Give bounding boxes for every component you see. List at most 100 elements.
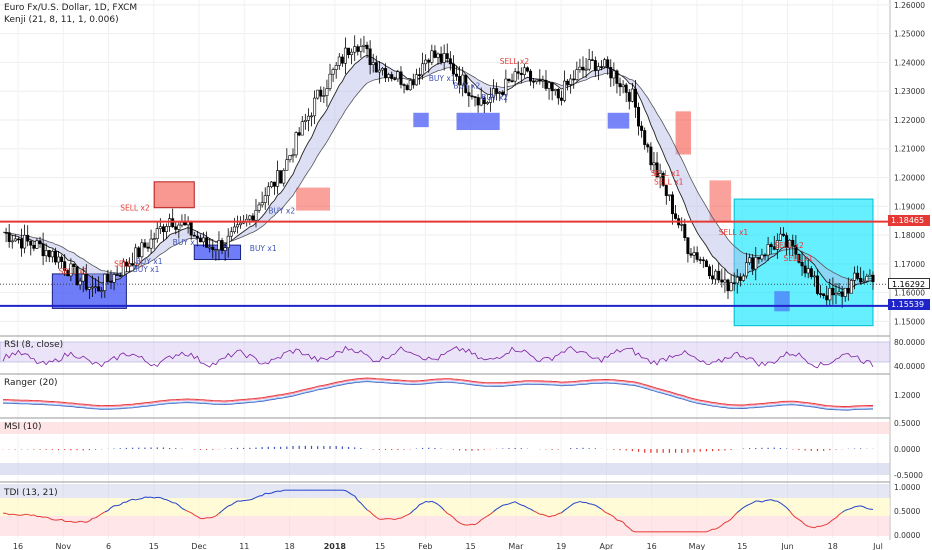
candle-body <box>405 85 409 91</box>
tdi-line-segment <box>625 525 630 529</box>
tdi-line-segment <box>391 518 395 521</box>
candle-body <box>279 170 283 184</box>
candle-body <box>174 226 178 230</box>
candle-body <box>421 63 425 76</box>
candle-body <box>32 244 36 249</box>
candle-body <box>78 280 82 286</box>
x-tick-label: 15 <box>375 542 385 550</box>
tdi-line-segment <box>730 515 735 520</box>
tdi-line-segment <box>104 510 109 513</box>
candle-body <box>664 185 668 196</box>
candle-body <box>772 246 776 250</box>
tdi-line-segment <box>221 507 226 512</box>
tdi-line-segment <box>801 521 806 526</box>
tdi-line-segment <box>163 498 167 501</box>
tdi-line-segment <box>786 507 791 512</box>
tdi-line-segment <box>866 507 871 510</box>
last-price-tag: 1.16292 <box>888 278 930 289</box>
tdi-line-segment <box>274 490 278 493</box>
candle-body <box>819 293 823 295</box>
tdi-line-segment <box>394 517 399 521</box>
tdi-line-segment <box>369 511 374 516</box>
candle-body <box>633 88 637 108</box>
candle-body <box>38 240 42 245</box>
candle-body <box>846 287 850 294</box>
candle-body <box>439 53 443 63</box>
tdi-line-segment <box>95 515 99 519</box>
candle-body <box>319 89 323 97</box>
candle-body <box>831 287 835 296</box>
candle-body <box>171 218 175 228</box>
candle-body <box>433 50 437 58</box>
tdi-line-segment <box>845 508 849 511</box>
tdi-line-segment <box>255 495 260 498</box>
candle-body <box>479 97 483 106</box>
candle-body <box>751 257 755 270</box>
tdi-line-segment <box>33 514 38 517</box>
signal-label: BUY x1 <box>136 257 163 266</box>
candle-body <box>587 59 591 70</box>
tdi-line-segment <box>524 505 528 509</box>
tdi-line-segment <box>61 518 65 522</box>
candle-body <box>569 78 573 85</box>
y-tick-label: 1.23000 <box>894 87 925 96</box>
candle-body <box>649 146 653 166</box>
x-tick-label: Dec <box>191 542 206 550</box>
tdi-line-segment <box>228 504 232 507</box>
tdi-line-segment <box>706 530 710 533</box>
tdi-line-segment <box>554 513 559 516</box>
candle-body <box>90 286 94 289</box>
candle-body <box>75 266 79 286</box>
tdi-line-segment <box>280 489 284 492</box>
candle-body <box>630 88 634 102</box>
tdi-line-segment <box>595 504 599 508</box>
tdi-line-segment <box>80 520 84 523</box>
tdi-line-segment <box>126 499 130 503</box>
tdi-line-segment <box>835 514 840 519</box>
candle-body <box>417 74 421 76</box>
candle-body <box>155 228 159 239</box>
tdi-line-segment <box>789 510 794 516</box>
candle-body <box>541 79 545 82</box>
tdi-line-segment <box>558 512 562 515</box>
tdi-line-segment <box>718 524 723 528</box>
candle-body <box>97 286 101 292</box>
candle-body <box>288 155 292 161</box>
candle-body <box>306 115 310 121</box>
candle-body <box>350 51 354 56</box>
candle-body <box>328 73 332 89</box>
tdi-line-segment <box>746 503 750 507</box>
panel-tick-label: 0.0000 <box>894 531 920 540</box>
tdi-line-segment <box>570 503 575 507</box>
tdi-line-segment <box>829 519 834 523</box>
panel-tick-label: 80.0000 <box>894 338 925 347</box>
tdi-line-segment <box>382 518 386 520</box>
candle-body <box>152 238 156 240</box>
tdi-line-segment <box>5 512 10 516</box>
candle-body <box>436 53 440 58</box>
candle-body <box>337 56 341 66</box>
tdi-line-segment <box>613 516 618 521</box>
candle-body <box>220 240 224 251</box>
candle-body <box>562 80 566 101</box>
signal-label: SELL x1 <box>114 260 144 269</box>
candle-body <box>646 144 650 148</box>
candle-body <box>316 89 320 99</box>
tdi-line-segment <box>450 514 454 518</box>
signal-label: SELL x2 <box>774 241 804 250</box>
y-tick-label: 1.19000 <box>894 202 925 211</box>
tdi-line-segment <box>487 513 491 517</box>
highlight-box-blue <box>413 112 429 128</box>
candle-body <box>714 270 718 280</box>
tdi-line-segment <box>166 499 170 502</box>
candle-body <box>158 226 162 229</box>
candle-body <box>146 246 150 249</box>
candle-body <box>683 224 687 239</box>
candle-body <box>538 79 542 82</box>
tdi-line-segment <box>733 512 738 517</box>
candle-body <box>738 276 742 281</box>
candle-body <box>513 71 517 82</box>
candle-body <box>94 286 98 289</box>
candle-body <box>661 173 665 186</box>
